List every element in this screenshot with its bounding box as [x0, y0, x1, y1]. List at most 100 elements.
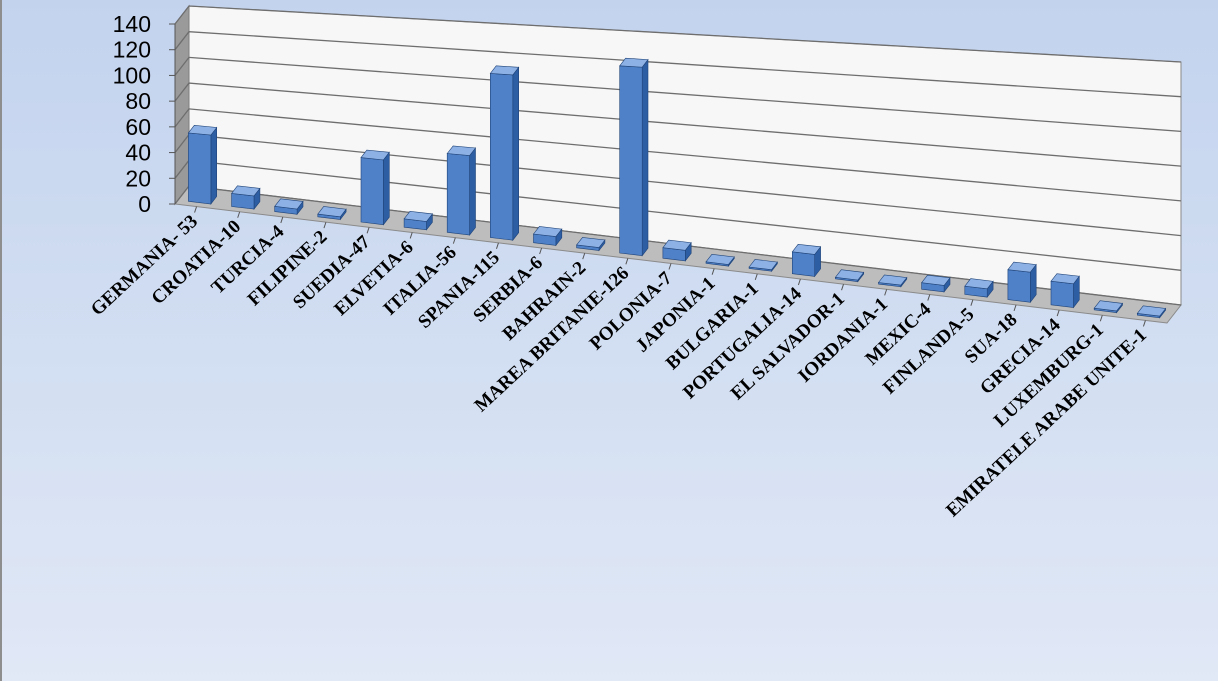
bar-4	[317, 206, 347, 221]
bar-top	[748, 259, 778, 271]
x-tick-mark	[409, 232, 413, 239]
bar-5	[360, 149, 390, 226]
bar-23	[1136, 305, 1167, 319]
bar-14	[748, 259, 778, 273]
x-tick-mark	[1142, 320, 1146, 327]
gridline	[174, 31, 1182, 98]
bar-top	[1093, 300, 1124, 312]
bar-12	[662, 239, 692, 262]
gridline	[174, 82, 1182, 167]
bar-21	[1050, 273, 1080, 309]
bar-top	[187, 124, 218, 136]
x-tick-mark	[884, 289, 888, 296]
x-tick-mark	[582, 252, 586, 260]
x-tick-mark	[797, 278, 801, 286]
bar-10	[576, 237, 606, 252]
bar-side	[512, 66, 520, 242]
bars	[187, 57, 1167, 319]
x-tick-mark	[754, 273, 758, 281]
bar-11	[619, 57, 649, 257]
bar-top	[662, 239, 692, 251]
bar-top	[877, 274, 908, 286]
x-tick-mark	[539, 247, 543, 255]
x-tick-mark	[1099, 315, 1103, 322]
bar-top	[964, 278, 994, 290]
gridline	[174, 5, 1182, 63]
bar-top	[489, 65, 520, 76]
bar-side	[210, 126, 217, 205]
bar-top	[274, 198, 304, 210]
bar-19	[964, 278, 994, 298]
bar-16	[834, 269, 865, 283]
gridline	[174, 56, 1182, 133]
x-tick-mark	[237, 211, 241, 218]
gridline	[174, 108, 1182, 202]
x-tick-mark	[970, 299, 974, 306]
bar-front	[446, 153, 470, 236]
bar-front	[619, 65, 643, 257]
bar-8	[489, 65, 520, 242]
x-tick-mark	[496, 242, 499, 249]
bar-15	[791, 243, 822, 278]
bar-top	[403, 210, 433, 222]
x-tick-mark	[280, 216, 284, 224]
y-tick-label: 140	[113, 11, 151, 37]
bar-3	[274, 198, 304, 216]
bar-top	[834, 269, 865, 281]
bar-front	[1007, 269, 1031, 303]
x-tick-mark	[452, 237, 456, 244]
bar-18	[921, 274, 951, 293]
bar-2	[231, 185, 261, 210]
x-tick-mark	[323, 221, 327, 229]
x-tick-mark	[625, 258, 629, 265]
bar-top	[532, 226, 563, 237]
x-tick-mark	[366, 227, 370, 234]
bar-top	[791, 243, 822, 255]
bar-top	[1007, 261, 1037, 273]
x-tick-mark	[668, 263, 672, 270]
bar-front	[489, 73, 514, 241]
x-tick-mark	[1056, 309, 1060, 317]
y-tick-label: 100	[113, 62, 151, 88]
x-tick-mark	[711, 268, 715, 275]
y-tick-label: 20	[125, 165, 151, 191]
bar-17	[877, 274, 908, 288]
bar-top	[446, 145, 477, 156]
bar-13	[705, 253, 735, 267]
bar-7	[446, 145, 477, 236]
bar-1	[187, 124, 218, 205]
bar-top	[231, 185, 261, 197]
bar-6	[403, 210, 433, 231]
x-tick-mark	[841, 284, 844, 291]
x-tick-mark	[194, 206, 198, 213]
x-tick-mark	[1013, 304, 1017, 312]
y-tick-label: 80	[125, 88, 151, 114]
bar-front	[1050, 280, 1074, 308]
x-tick-mark	[927, 294, 931, 301]
bar-20	[1007, 261, 1037, 304]
bar-front	[360, 157, 384, 226]
bar-9	[532, 226, 563, 247]
bar-top	[619, 57, 649, 68]
bar-22	[1093, 300, 1124, 314]
bar-top	[1136, 305, 1167, 317]
bar-front	[791, 251, 816, 277]
bar-front	[188, 132, 212, 205]
y-tick-label: 0	[138, 191, 151, 217]
bar-side	[383, 151, 390, 226]
bar-top	[921, 274, 951, 286]
bar-top	[576, 237, 606, 248]
bar-side	[641, 58, 649, 257]
bar-top	[1050, 273, 1080, 285]
y-tick-label: 120	[113, 37, 151, 63]
side-wall	[174, 4, 190, 206]
bar-top	[705, 253, 735, 265]
y-tick-label: 60	[125, 114, 151, 140]
bar-side	[469, 147, 476, 236]
y-tick-label: 40	[125, 140, 151, 166]
bar-top	[317, 206, 347, 218]
bar-top	[360, 149, 390, 161]
